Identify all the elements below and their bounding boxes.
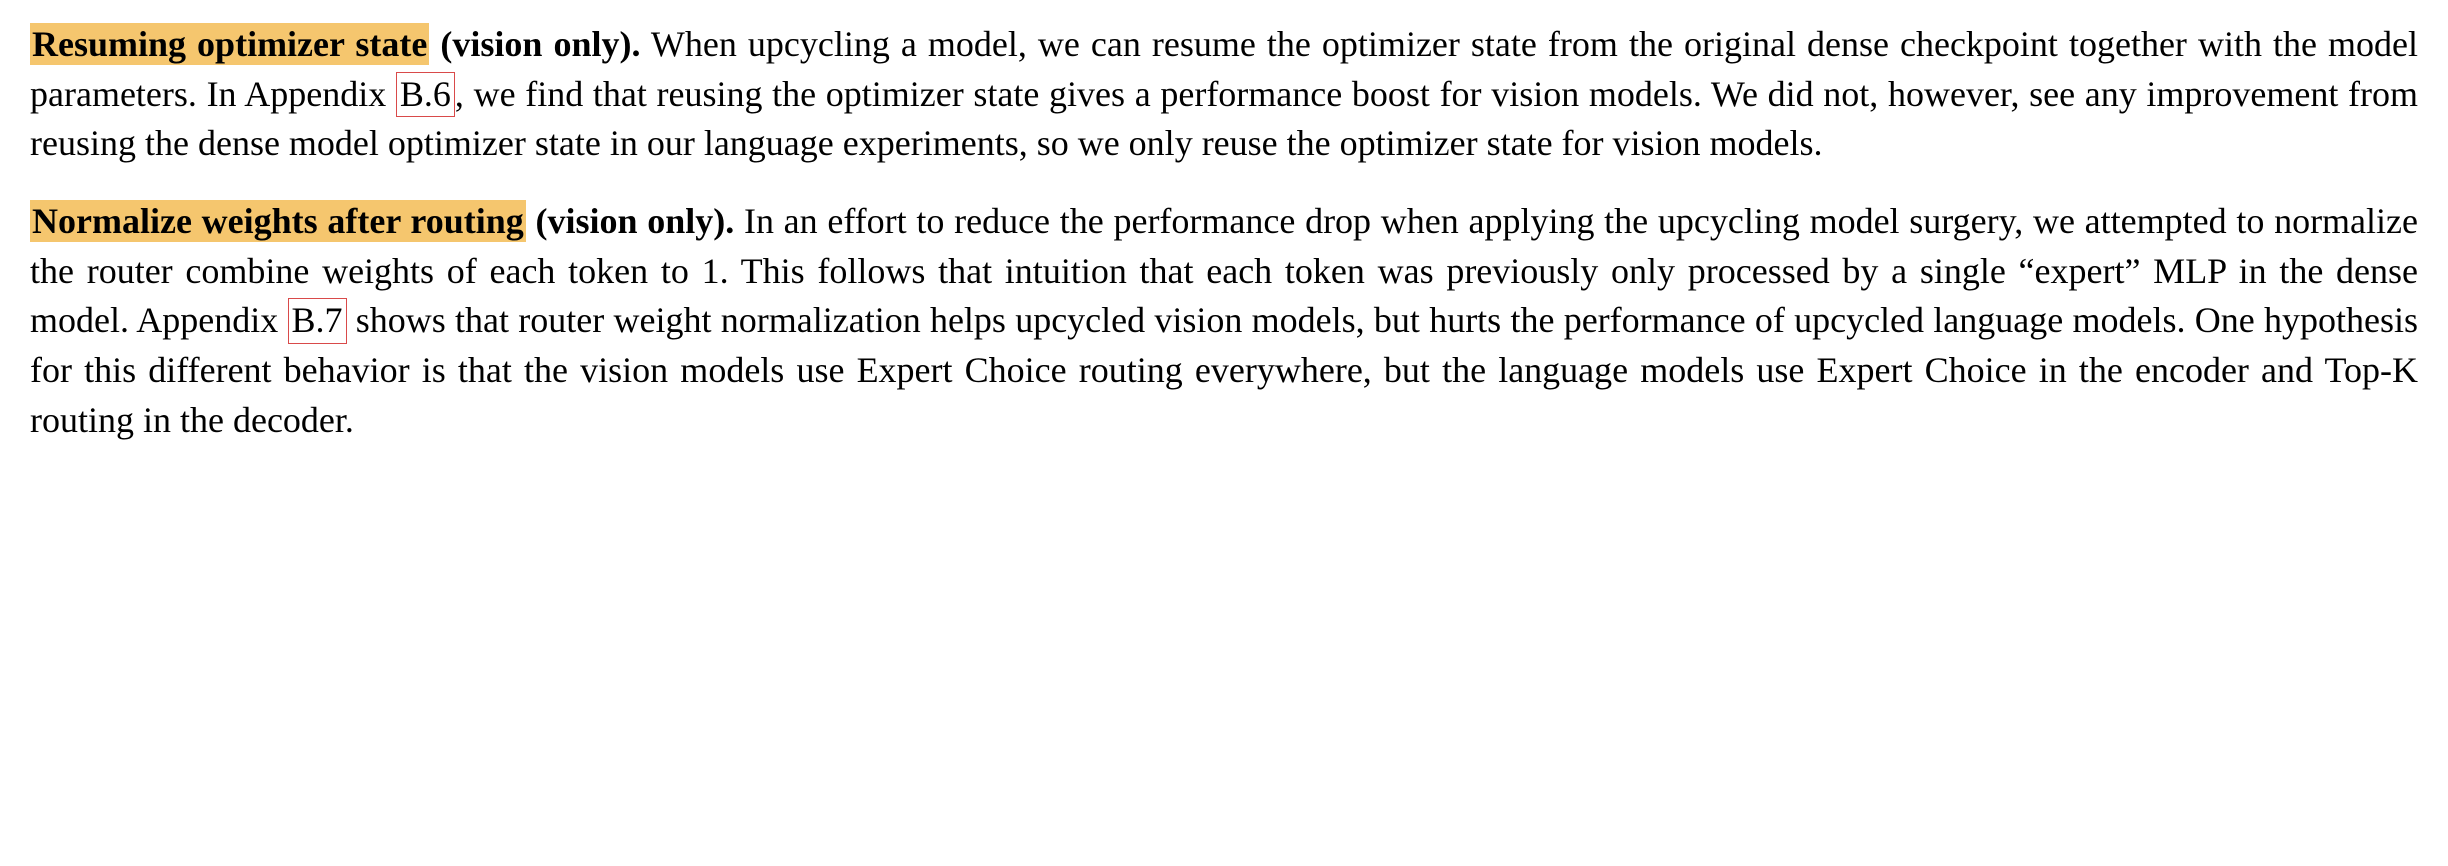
heading-highlight-2: Normalize weights after routing [30,200,526,242]
para2-text-after-ref: shows that router weight normalization h… [30,300,2418,439]
paragraph-normalize-weights: Normalize weights after routing (vision … [30,197,2418,445]
paragraph-resuming-optimizer: Resuming optimizer state (vision only). … [30,20,2418,169]
heading-rest-1: (vision only). [429,24,640,64]
heading-highlight-1: Resuming optimizer state [30,23,429,65]
heading-rest-2: (vision only). [526,201,734,241]
appendix-ref-b7[interactable]: B.7 [288,298,347,343]
appendix-ref-b6[interactable]: B.6 [396,72,455,117]
